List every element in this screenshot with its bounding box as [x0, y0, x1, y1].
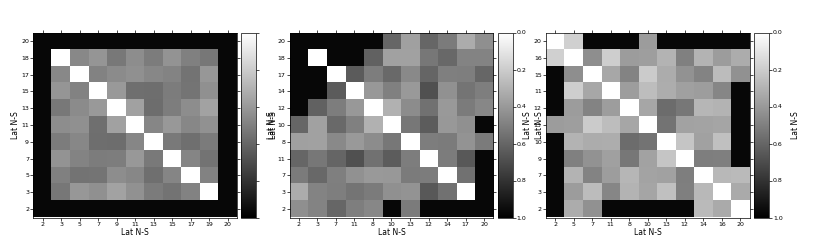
X-axis label: Lat N-S: Lat N-S: [634, 228, 661, 237]
X-axis label: Lat N-S: Lat N-S: [378, 228, 405, 237]
Y-axis label: Lat N-S: Lat N-S: [267, 111, 276, 139]
X-axis label: Lat N-S: Lat N-S: [121, 228, 149, 237]
Y-axis label: Lat N-S: Lat N-S: [11, 111, 20, 139]
Y-axis label: Lat N-S: Lat N-S: [523, 111, 532, 139]
Y-axis label: Lat N-S: Lat N-S: [535, 111, 544, 139]
Y-axis label: Lat N-S: Lat N-S: [791, 111, 800, 139]
Y-axis label: Lat N-S: Lat N-S: [269, 111, 278, 139]
